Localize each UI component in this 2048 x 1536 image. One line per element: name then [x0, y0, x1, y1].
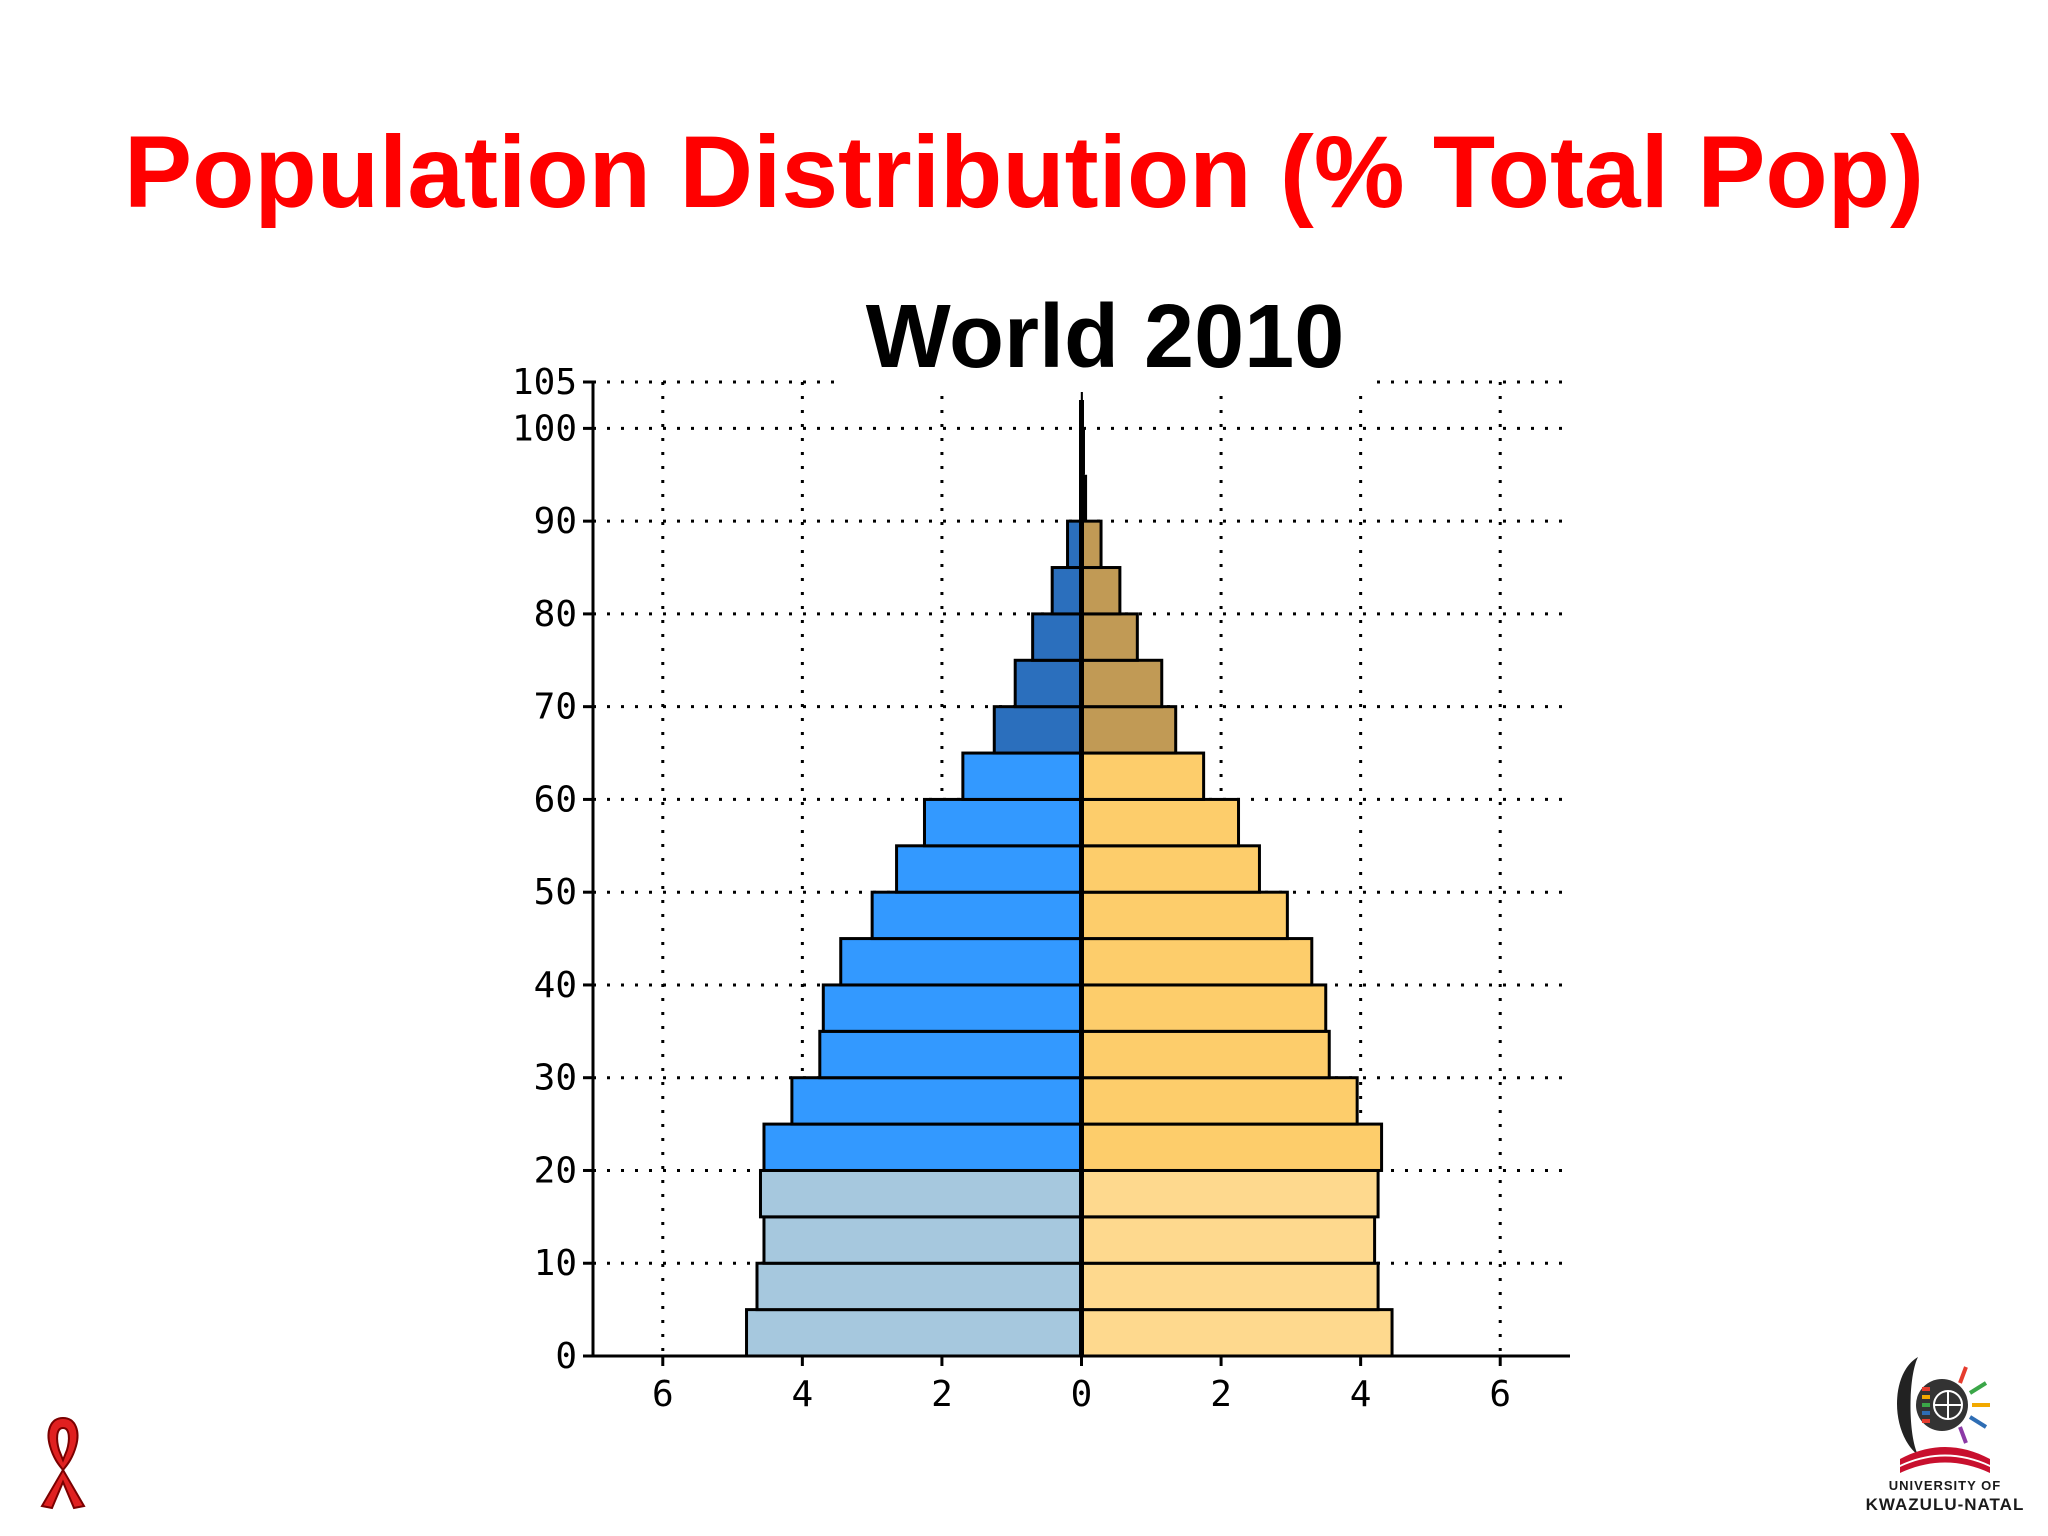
x-tick-label: 6 — [1489, 1374, 1511, 1415]
bar-right-age-10 — [1080, 1215, 1377, 1265]
bar-left-age-70 — [1013, 658, 1083, 709]
university-name-line-1: UNIVERSITY OF — [1888, 1478, 2002, 1493]
bar-left-age-55 — [922, 797, 1083, 848]
y-tick-label: 40 — [534, 965, 577, 1006]
bar-left-age-10 — [762, 1215, 1083, 1265]
bar-left-age-75 — [1031, 612, 1084, 662]
y-tick-label: 100 — [512, 408, 577, 449]
bar-left-age-60 — [961, 751, 1083, 801]
bar-right-age-70 — [1080, 658, 1164, 709]
y-tick-label: 20 — [534, 1150, 577, 1191]
x-tick-label: 4 — [792, 1374, 814, 1415]
bar-left-age-35 — [821, 983, 1083, 1033]
y-tick-label: 50 — [534, 872, 577, 913]
axes — [583, 380, 1570, 1366]
bar-left-age-50 — [895, 844, 1084, 894]
bar-right-age-35 — [1080, 983, 1328, 1033]
bar-right-age-90 — [1081, 474, 1088, 522]
bar-right-age-40 — [1080, 937, 1314, 987]
chart-title: World 2010 — [840, 282, 1370, 392]
bar-left-age-20 — [762, 1122, 1083, 1172]
bar-right-age-45 — [1080, 890, 1289, 941]
university-name-line-2: KWAZULU-NATAL — [1865, 1495, 2025, 1514]
y-tick-label: 70 — [534, 687, 577, 728]
y-tick-label: 90 — [534, 501, 577, 542]
bar-left-age-30 — [818, 1029, 1084, 1080]
y-tick-label: 60 — [534, 779, 577, 820]
bar-left-age-45 — [870, 890, 1084, 941]
bar-right-age-30 — [1080, 1029, 1331, 1080]
x-tick-label: 6 — [652, 1374, 674, 1415]
bar-left-age-80 — [1050, 566, 1083, 616]
bar-left-age-25 — [790, 1076, 1083, 1126]
bar-left-age-0 — [745, 1308, 1083, 1358]
y-tick-label: 0 — [555, 1336, 577, 1377]
bar-right-age-50 — [1080, 844, 1261, 894]
bar-right-age-60 — [1080, 751, 1206, 801]
bar-right-age-15 — [1080, 1168, 1380, 1219]
bar-right-age-5 — [1080, 1261, 1380, 1312]
bar-right-age-65 — [1080, 705, 1178, 755]
bar-right-age-20 — [1080, 1122, 1384, 1172]
bar-left-age-15 — [758, 1168, 1083, 1219]
x-tick-label: 2 — [931, 1374, 953, 1415]
bar-right-age-80 — [1080, 566, 1122, 616]
university-logo: UNIVERSITY OF KWAZULU-NATAL — [1860, 1355, 2030, 1525]
y-tick-label: 80 — [534, 594, 577, 635]
y-tick-label: 105 — [512, 362, 577, 403]
x-tick-label: 4 — [1350, 1374, 1372, 1415]
y-tick-label: 30 — [534, 1058, 577, 1099]
red-ribbon-icon — [30, 1410, 96, 1510]
slide-title: Population Distribution (% Total Pop) — [124, 115, 1924, 229]
bar-left-age-40 — [839, 937, 1083, 987]
bar-right-age-75 — [1080, 612, 1139, 662]
university-crest-icon — [1897, 1357, 1990, 1473]
bar-right-age-55 — [1080, 797, 1241, 848]
bar-left-age-65 — [992, 705, 1084, 755]
bar-right-age-0 — [1080, 1308, 1394, 1358]
y-tick-label: 10 — [534, 1243, 577, 1284]
bar-left-age-5 — [755, 1261, 1083, 1312]
x-tick-label: 0 — [1071, 1374, 1093, 1415]
bar-right-age-85 — [1080, 519, 1103, 570]
bar-right-age-25 — [1080, 1076, 1359, 1126]
bars — [745, 382, 1394, 1358]
x-tick-label: 2 — [1210, 1374, 1232, 1415]
